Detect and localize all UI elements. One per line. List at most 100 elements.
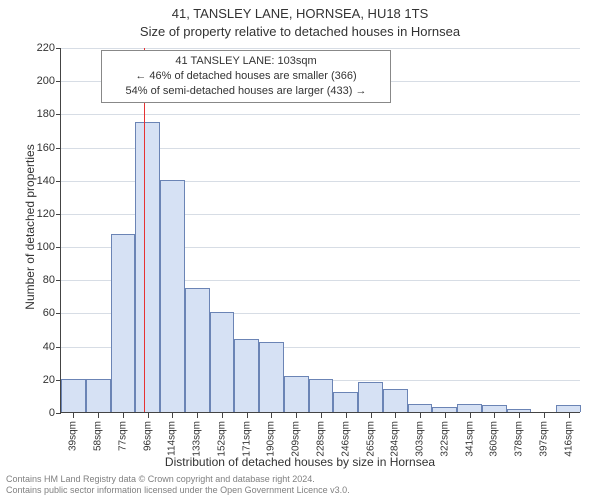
x-tick (371, 413, 372, 418)
gridline (61, 48, 580, 49)
y-tick (56, 280, 61, 281)
y-tick-label: 0 (27, 407, 55, 419)
x-tick-label: 152sqm (216, 421, 227, 457)
y-tick-label: 160 (27, 142, 55, 154)
y-tick-label: 200 (27, 75, 55, 87)
y-tick (56, 214, 61, 215)
histogram-bar (432, 407, 457, 412)
x-tick (172, 413, 173, 418)
y-tick (56, 81, 61, 82)
annotation-line2: ← 46% of detached houses are smaller (36… (108, 69, 384, 84)
x-tick (544, 413, 545, 418)
histogram-bar (408, 404, 433, 412)
y-tick (56, 313, 61, 314)
y-tick-label: 180 (27, 108, 55, 120)
histogram-bar (160, 180, 185, 412)
x-tick-label: 303sqm (415, 421, 426, 457)
y-tick (56, 181, 61, 182)
y-tick-label: 100 (27, 241, 55, 253)
x-tick (98, 413, 99, 418)
histogram-bar (383, 389, 408, 412)
y-tick (56, 114, 61, 115)
x-tick (222, 413, 223, 418)
x-tick-label: 378sqm (514, 421, 525, 457)
x-tick-label: 284sqm (390, 421, 401, 457)
x-tick (247, 413, 248, 418)
y-tick (56, 413, 61, 414)
x-tick-label: 209sqm (291, 421, 302, 457)
x-tick-label: 96sqm (142, 421, 153, 451)
footer-line2: Contains public sector information licen… (6, 485, 350, 496)
x-tick (445, 413, 446, 418)
y-tick-label: 220 (27, 42, 55, 54)
y-tick (56, 48, 61, 49)
footer-attribution: Contains HM Land Registry data © Crown c… (6, 474, 350, 497)
annotation-box: 41 TANSLEY LANE: 103sqm← 46% of detached… (101, 50, 391, 103)
x-tick-label: 171sqm (241, 421, 252, 457)
x-tick (271, 413, 272, 418)
histogram-bar (185, 288, 210, 412)
histogram-bar (309, 379, 334, 412)
y-tick (56, 148, 61, 149)
histogram-bar (61, 379, 86, 412)
y-axis-label: Number of detached properties (23, 127, 37, 327)
x-tick-label: 360sqm (489, 421, 500, 457)
x-tick (73, 413, 74, 418)
y-tick (56, 247, 61, 248)
x-tick-label: 246sqm (340, 421, 351, 457)
histogram-bar (457, 404, 482, 412)
histogram-bar (556, 405, 581, 412)
x-tick-label: 58sqm (93, 421, 104, 451)
x-tick-label: 416sqm (563, 421, 574, 457)
chart-subtitle: Size of property relative to detached ho… (0, 24, 600, 39)
histogram-bar (210, 312, 235, 412)
x-tick-label: 228sqm (316, 421, 327, 457)
annotation-line3: 54% of semi-detached houses are larger (… (108, 84, 384, 99)
plot-area: 02040608010012014016018020022039sqm58sqm… (60, 48, 580, 413)
subject-marker-line (144, 48, 145, 412)
histogram-bar (111, 234, 136, 412)
x-tick (346, 413, 347, 418)
x-tick (569, 413, 570, 418)
y-tick-label: 40 (27, 341, 55, 353)
x-tick (395, 413, 396, 418)
histogram-bar (234, 339, 259, 412)
x-tick-label: 190sqm (266, 421, 277, 457)
histogram-bar (358, 382, 383, 412)
histogram-bar (86, 379, 111, 412)
x-tick-label: 133sqm (192, 421, 203, 457)
y-tick-label: 140 (27, 175, 55, 187)
histogram-bar (284, 376, 309, 413)
x-tick (519, 413, 520, 418)
y-tick-label: 20 (27, 374, 55, 386)
x-tick (420, 413, 421, 418)
x-tick (470, 413, 471, 418)
footer-line1: Contains HM Land Registry data © Crown c… (6, 474, 350, 485)
chart-title-address: 41, TANSLEY LANE, HORNSEA, HU18 1TS (0, 6, 600, 21)
x-tick-label: 114sqm (167, 421, 178, 456)
histogram-bar (333, 392, 358, 412)
histogram-bar (507, 409, 532, 412)
x-tick-label: 341sqm (464, 421, 475, 457)
y-tick-label: 120 (27, 208, 55, 220)
x-tick (197, 413, 198, 418)
annotation-line1: 41 TANSLEY LANE: 103sqm (108, 54, 384, 69)
chart-root: 41, TANSLEY LANE, HORNSEA, HU18 1TS Size… (0, 0, 600, 500)
gridline (61, 114, 580, 115)
x-tick (296, 413, 297, 418)
y-tick (56, 347, 61, 348)
y-tick-label: 60 (27, 307, 55, 319)
x-tick (148, 413, 149, 418)
histogram-bar (259, 342, 284, 412)
x-tick (123, 413, 124, 418)
x-tick-label: 322sqm (439, 421, 450, 457)
y-tick-label: 80 (27, 274, 55, 286)
histogram-bar (135, 122, 160, 412)
x-tick-label: 265sqm (365, 421, 376, 457)
x-tick-label: 77sqm (117, 421, 128, 451)
x-tick (494, 413, 495, 418)
histogram-bar (482, 405, 507, 412)
x-axis-label: Distribution of detached houses by size … (0, 455, 600, 469)
x-tick-label: 39sqm (68, 421, 79, 451)
x-tick-label: 397sqm (538, 421, 549, 457)
